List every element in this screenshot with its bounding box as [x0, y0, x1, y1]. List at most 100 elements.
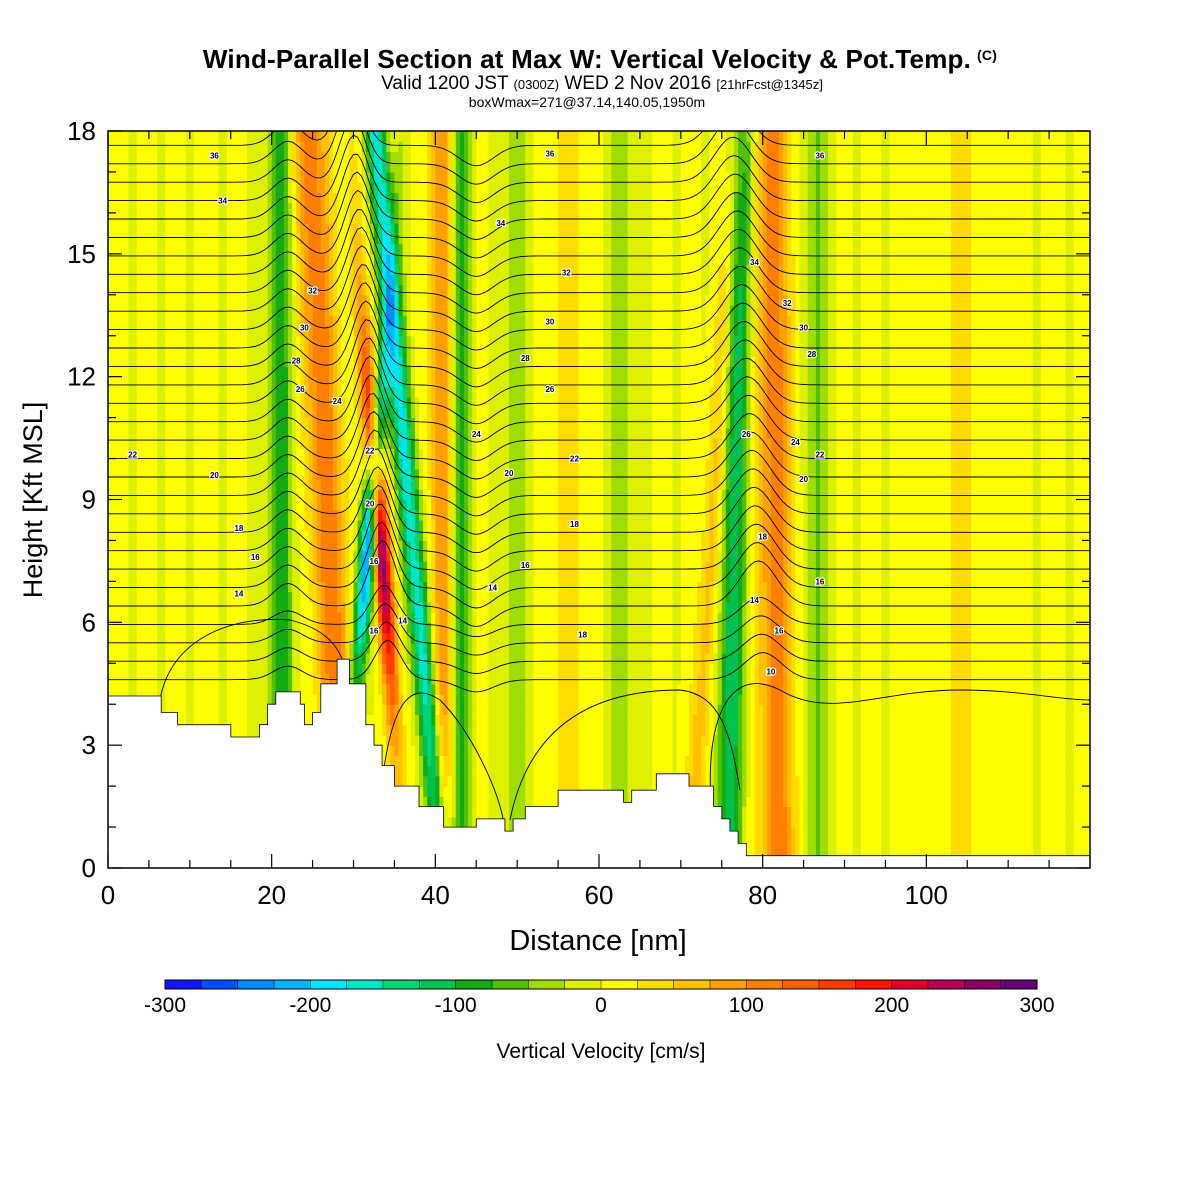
field-cell: [157, 407, 166, 419]
field-cell: [451, 622, 457, 634]
field-cell: [312, 673, 322, 685]
field-cell: [652, 601, 674, 613]
field-cell: [881, 571, 891, 582]
field-cell: [558, 346, 580, 357]
field-cell: [803, 694, 809, 705]
field-cell: [742, 632, 747, 644]
field-cell: [889, 356, 952, 367]
field-cell: [819, 397, 829, 408]
field-cell: [693, 765, 702, 777]
field-cell: [717, 489, 723, 501]
field-cell: [300, 417, 310, 429]
field-cell: [435, 417, 449, 429]
field-cell: [439, 601, 449, 613]
field-cell: [324, 601, 338, 613]
field-cell: [787, 591, 792, 603]
field-cell: [247, 694, 269, 705]
field-cell: [447, 346, 453, 357]
field-cell: [349, 663, 355, 675]
field-cell: [533, 632, 559, 644]
field-cell: [828, 397, 837, 408]
field-cell: [509, 755, 526, 767]
field-cell: [725, 775, 735, 787]
field-cell: [226, 591, 248, 603]
field-cell: [288, 581, 293, 593]
field-cell: [680, 560, 702, 572]
field-cell: [742, 683, 747, 695]
field-cell: [406, 653, 412, 664]
field-cell: [860, 653, 882, 664]
field-cell: [1040, 427, 1066, 439]
field-cell: [709, 663, 715, 675]
field-cell: [382, 694, 387, 705]
field-cell: [697, 601, 706, 613]
field-cell: [881, 765, 891, 777]
field-cell: [795, 847, 801, 859]
field-cell: [390, 694, 395, 705]
field-cell: [451, 673, 457, 685]
field-cell: [361, 479, 367, 490]
field-cell: [684, 755, 694, 767]
field-cell: [365, 673, 375, 685]
field-cell: [386, 458, 391, 470]
field-cell: [828, 560, 837, 572]
field-cell: [713, 346, 727, 357]
field-cell: [525, 775, 535, 787]
field-cell: [316, 622, 322, 634]
field-cell: [509, 591, 526, 603]
field-cell: [1065, 581, 1075, 593]
field-cell: [807, 775, 817, 787]
field-cell: [431, 734, 436, 746]
field-cell: [427, 397, 432, 408]
field-cell: [721, 417, 727, 429]
field-cell: [128, 632, 138, 644]
field-cell: [288, 560, 293, 572]
field-cell: [402, 325, 408, 337]
field-cell: [860, 479, 882, 490]
field-cell: [406, 376, 412, 388]
field-cell: [1032, 612, 1042, 623]
field-cell: [750, 325, 756, 337]
field-cell: [758, 325, 764, 337]
field-cell: [394, 479, 400, 490]
field-cell: [488, 540, 510, 552]
field-cell: [447, 489, 453, 501]
field-cell: [476, 765, 490, 777]
field-cell: [721, 530, 727, 541]
field-cell: [836, 560, 854, 572]
field-cell: [333, 335, 338, 347]
field-cell: [157, 366, 166, 378]
field-cell: [971, 356, 1034, 367]
field-cell: [193, 427, 220, 439]
field-cell: [439, 734, 445, 746]
field-cell: [378, 479, 387, 490]
field-cell: [459, 796, 465, 808]
field-cell: [807, 663, 817, 675]
field-cell: [881, 714, 891, 726]
field-cell: [1073, 683, 1090, 695]
field-cell: [1040, 448, 1066, 460]
field-cell: [447, 581, 453, 593]
field-cell: [1073, 642, 1090, 654]
field-cell: [971, 346, 1034, 357]
field-cell: [627, 335, 653, 347]
field-cell: [374, 427, 379, 439]
field-cell: [157, 479, 166, 490]
field-cell: [611, 581, 629, 593]
field-cell: [627, 734, 653, 746]
field-cell: [488, 704, 510, 715]
field-cell: [406, 775, 416, 787]
field-cell: [1065, 673, 1075, 685]
field-cell: [852, 663, 862, 675]
field-cell: [795, 479, 805, 490]
field-cell: [758, 560, 764, 572]
field-cell: [218, 448, 228, 460]
field-cell: [787, 632, 792, 644]
field-cell: [783, 581, 788, 593]
field-cell: [472, 796, 477, 808]
field-cell: [627, 724, 653, 736]
field-cell: [770, 786, 784, 797]
field-cell: [365, 427, 371, 439]
field-cell: [476, 591, 490, 603]
field-cell: [680, 346, 715, 357]
